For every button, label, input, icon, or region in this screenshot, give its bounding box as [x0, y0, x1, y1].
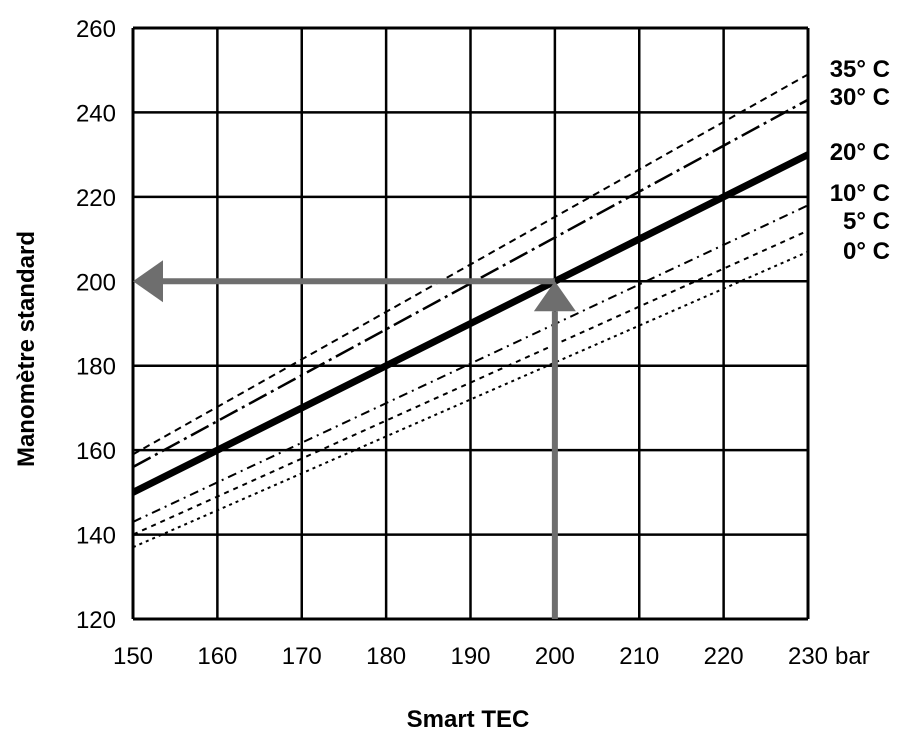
series-label: 35° C	[830, 56, 890, 83]
y-tick-label: 220	[76, 185, 116, 212]
y-tick-label: 260	[76, 16, 116, 43]
x-tick-label: 150	[113, 643, 153, 670]
x-tick-label: 210	[619, 643, 659, 670]
y-axis-ticks: 120 140 160 180 200 220 240 260	[76, 16, 116, 634]
series-line	[132, 73, 809, 456]
y-tick-label: 180	[76, 354, 116, 381]
series-line	[132, 204, 809, 523]
y-tick-label: 140	[76, 523, 116, 550]
series-label: 0° C	[843, 238, 890, 265]
series-label: 30° C	[830, 84, 890, 111]
y-tick-label: 160	[76, 438, 116, 465]
x-axis-unit: bar	[835, 643, 870, 670]
x-tick-label: 180	[366, 643, 406, 670]
series-label: 5° C	[843, 208, 890, 235]
arrow-head	[133, 260, 163, 303]
y-tick-label: 240	[76, 100, 116, 127]
x-tick-label: 190	[450, 643, 490, 670]
series-label: 20° C	[830, 139, 890, 166]
x-axis-ticks: 150 160 170 180 190 200 210 220 230	[113, 643, 828, 670]
x-tick-label: 220	[704, 643, 744, 670]
y-tick-label: 120	[76, 607, 116, 634]
series-labels: 35° C30° C 20° C 10° C5° C 0° C	[830, 56, 890, 265]
series-label: 10° C	[830, 180, 890, 207]
chart-series	[131, 73, 810, 549]
x-tick-label: 200	[535, 643, 575, 670]
arrow-head	[533, 281, 576, 312]
x-axis-title: Smart TEC	[407, 706, 530, 733]
series-line	[131, 151, 810, 496]
series-line	[132, 98, 809, 469]
y-tick-label: 200	[76, 269, 116, 296]
y-axis-title: Manomètre standard	[13, 231, 40, 467]
series-line	[132, 229, 809, 536]
x-tick-label: 170	[282, 643, 322, 670]
x-tick-label: 230	[788, 643, 828, 670]
x-tick-label: 160	[197, 643, 237, 670]
chart-annotations	[133, 260, 576, 619]
